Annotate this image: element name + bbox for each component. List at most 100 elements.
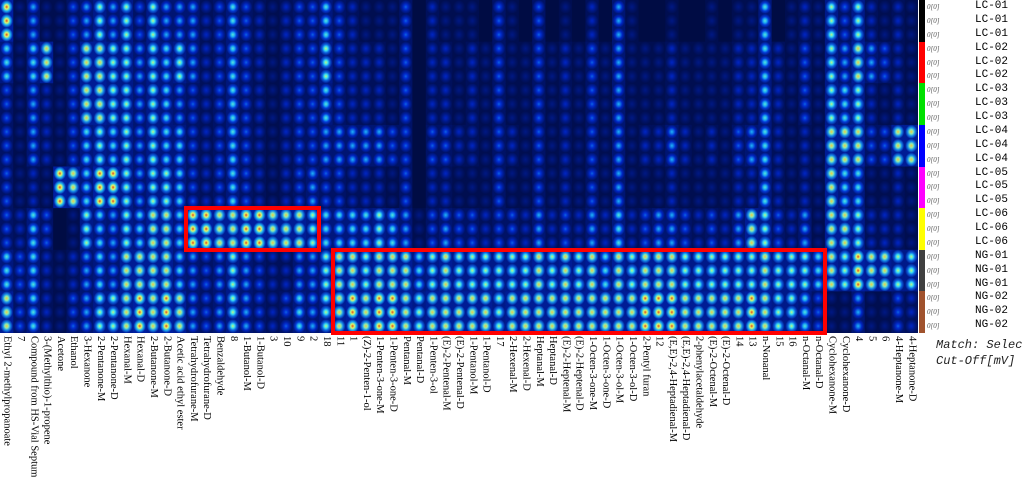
signal-peak: [200, 235, 213, 250]
heatmap-cell: [598, 27, 613, 43]
signal-peak: [532, 291, 545, 306]
signal-peak: [399, 180, 412, 195]
signal-peak: [625, 27, 639, 42]
signal-peak: [812, 208, 825, 222]
signal-peak: [160, 41, 173, 56]
signal-peak: [120, 13, 133, 28]
signal-peak: [891, 249, 905, 264]
compound-label: 1-Penten-3-one-D: [387, 336, 399, 412]
signal-peak: [492, 319, 506, 333]
signal-peak: [146, 263, 160, 278]
signal-peak: [812, 13, 825, 28]
signal-peak: [412, 235, 426, 250]
signal-peak: [492, 124, 506, 139]
signal-peak: [93, 55, 106, 70]
signal-peak: [106, 0, 120, 14]
signal-peak: [186, 0, 200, 14]
signal-peak: [226, 0, 239, 14]
signal-peak: [865, 319, 878, 333]
heatmap-cell: [412, 166, 427, 181]
signal-peak: [625, 222, 639, 236]
signal-peak: [120, 277, 133, 292]
compound-label: 2-Pentyl furan: [640, 336, 652, 397]
signal-peak: [386, 69, 399, 84]
compound-label: 18: [320, 336, 332, 347]
signal-peak: [279, 194, 293, 209]
highlight-box: [330, 247, 827, 335]
signal-peak: [599, 208, 612, 222]
signal-peak: [865, 180, 878, 195]
sample-label: LC-03: [975, 97, 1009, 110]
signal-peak: [825, 111, 838, 125]
signal-peak: [200, 263, 213, 278]
signal-peak: [226, 69, 239, 84]
signal-peak: [0, 180, 13, 195]
signal-peak: [293, 152, 306, 167]
signal-peak: [386, 111, 399, 125]
signal-peak: [346, 235, 359, 250]
signal-peak: [705, 180, 718, 195]
signal-peak: [93, 0, 106, 14]
signal-peak: [519, 235, 532, 250]
signal-peak: [333, 235, 346, 250]
signal-peak: [665, 69, 678, 84]
signal-peak: [373, 152, 386, 167]
signal-peak: [80, 0, 93, 14]
signal-peak: [40, 235, 53, 250]
signal-peak: [652, 249, 665, 264]
signal-peak: [865, 263, 878, 278]
signal-peak: [386, 27, 399, 42]
signal-peak: [905, 55, 918, 70]
compound-label: n-Nonanal: [760, 336, 771, 381]
heatmap-cell: [412, 27, 427, 43]
signal-peak: [173, 83, 186, 98]
sample-label: LC-02: [975, 55, 1009, 68]
signal-peak: [146, 0, 160, 14]
signal-peak: [106, 55, 120, 70]
signal-peak: [479, 277, 492, 292]
signal-peak: [812, 83, 825, 98]
signal-peak: [665, 83, 678, 98]
signal-peak: [213, 111, 226, 125]
signal-peak: [585, 41, 599, 56]
signal-peak: [599, 83, 612, 98]
signal-peak: [80, 291, 93, 306]
sample-label: LC-04: [975, 124, 1009, 137]
signal-peak: [213, 27, 226, 42]
signal-peak: [585, 222, 599, 236]
signal-peak: [386, 263, 399, 278]
signal-peak: [466, 0, 479, 14]
signal-peak: [838, 27, 851, 42]
signal-peak: [852, 138, 865, 153]
signal-peak: [585, 69, 599, 84]
signal-peak: [718, 263, 732, 278]
signal-peak: [479, 69, 492, 84]
compound-label: Ethyl 2-methylpropanoate: [1, 336, 13, 446]
signal-peak: [266, 222, 279, 236]
signal-peak: [852, 319, 865, 333]
signal-peak: [585, 180, 599, 195]
signal-peak: [13, 27, 27, 42]
heatmap-cell: [53, 222, 67, 237]
signal-peak: [359, 13, 372, 28]
signal-peak: [891, 166, 905, 181]
signal-peak: [745, 124, 758, 139]
signal-peak: [253, 0, 266, 14]
signal-peak: [106, 97, 120, 111]
heatmap-cell: [412, 13, 427, 29]
signal-peak: [386, 41, 399, 56]
signal-peak: [665, 111, 678, 125]
signal-peak: [798, 41, 812, 56]
compound-label: 10: [281, 336, 293, 347]
signal-peak: [612, 111, 625, 125]
signal-peak: [13, 0, 27, 14]
signal-peak: [625, 208, 639, 222]
signal-peak: [0, 27, 13, 42]
signal-peak: [772, 166, 785, 181]
signal-peak: [426, 235, 439, 250]
signal-peak: [133, 277, 146, 292]
signal-peak: [479, 152, 492, 167]
compound-label: 5: [866, 336, 878, 342]
signal-peak: [519, 41, 532, 56]
signal-peak: [519, 180, 532, 195]
